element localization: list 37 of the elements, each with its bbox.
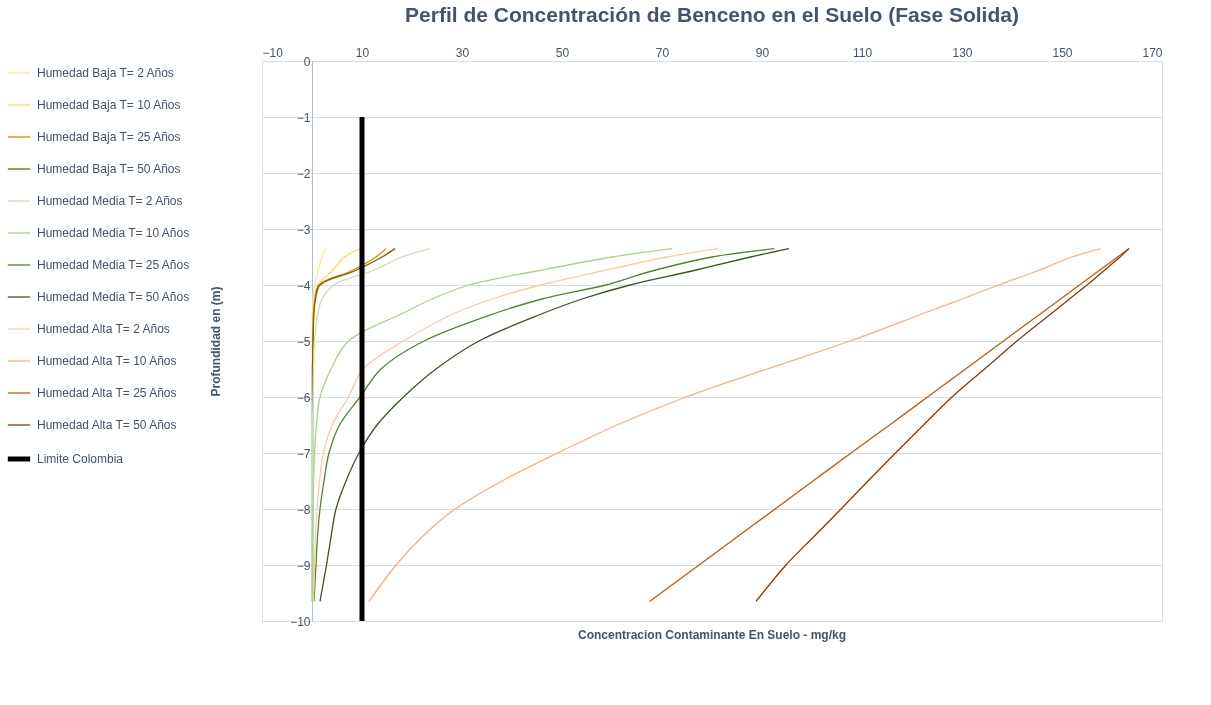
y-tick-label: −9 xyxy=(296,558,311,573)
y-tick-label: −8 xyxy=(296,502,311,517)
legend-label: Humedad Alta T= 25 Años xyxy=(37,386,177,400)
x-tick-label: 150 xyxy=(1052,45,1073,60)
legend-label: Humedad Baja T= 25 Años xyxy=(37,130,181,144)
legend-label: Humedad Alta T= 10 Años xyxy=(37,354,177,368)
x-tick-label: 170 xyxy=(1142,45,1163,60)
x-tick-label: −10 xyxy=(262,45,284,60)
x-tick-label: 50 xyxy=(555,45,570,60)
legend-label: Humedad Alta T= 50 Años xyxy=(37,418,177,432)
chart-title: Perfil de Concentración de Benceno en el Suelo (Fase Solida) xyxy=(405,3,1019,26)
x-axis-title: Concentracion Contaminante En Suelo - mg/kg xyxy=(577,628,847,642)
y-tick-label: −7 xyxy=(296,446,311,461)
y-tick-label: −4 xyxy=(296,278,311,293)
x-tick-label: 130 xyxy=(952,45,973,60)
x-tick-label: 10 xyxy=(355,45,370,60)
legend-label: Humedad Alta T= 2 Años xyxy=(37,322,170,336)
legend-label: Humedad Media T= 25 Años xyxy=(37,258,190,272)
x-tick-label: 90 xyxy=(755,45,770,60)
y-tick-label: −6 xyxy=(296,390,311,405)
y-tick-label: −1 xyxy=(296,110,311,125)
y-tick-label: −2 xyxy=(296,166,311,181)
y-tick-label: −10 xyxy=(290,614,311,629)
y-axis-title: Profundidad en (m) xyxy=(208,286,223,397)
legend-label: Humedad Baja T= 2 Años xyxy=(37,66,174,80)
y-tick-label: 0 xyxy=(303,54,311,69)
legend-label: Humedad Media T= 10 Años xyxy=(37,226,190,240)
legend-label: Humedad Baja T= 10 Años xyxy=(37,98,181,112)
y-tick-label: −3 xyxy=(296,222,311,237)
legend-label: Humedad Media T= 2 Años xyxy=(37,194,183,208)
y-tick-label: −5 xyxy=(296,334,311,349)
x-tick-label: 70 xyxy=(655,45,670,60)
legend-label: Humedad Media T= 50 Años xyxy=(37,290,190,304)
legend-label: Limite Colombia xyxy=(37,452,124,466)
x-tick-label: 30 xyxy=(455,45,470,60)
x-tick-label: 110 xyxy=(852,45,873,60)
legend-label: Humedad Baja T= 50 Años xyxy=(37,162,181,176)
